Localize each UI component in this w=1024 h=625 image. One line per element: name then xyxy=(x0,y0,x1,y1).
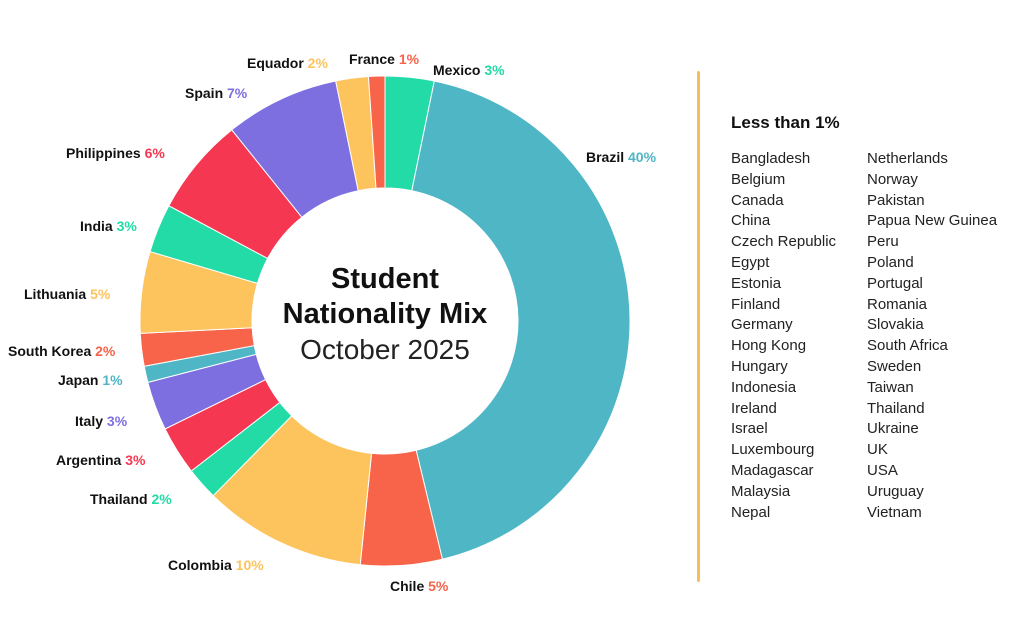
legend-column-2: Netherlands Norway Pakistan Papua New Guine… xyxy=(867,149,997,523)
legend-item-vietnam: Vietnam xyxy=(867,503,922,521)
slice-label-italy: Italy 3% xyxy=(75,413,128,429)
legend-item-uk: UK xyxy=(867,441,888,459)
slice-label-spain: Spain 7% xyxy=(185,85,248,101)
chart-title-line-2: Nationality Mix xyxy=(282,298,488,330)
legend-item-thailand: Thailand xyxy=(867,399,925,417)
legend-item-south-africa: South Africa xyxy=(867,337,948,355)
legend-item-sweden: Sweden xyxy=(867,357,922,375)
legend-item-peru: Peru xyxy=(867,233,899,251)
legend-item-poland: Poland xyxy=(867,253,914,271)
legend-column-1: Bangladesh Belgium Canada China Czech Republ… xyxy=(731,149,836,523)
slice-brazil xyxy=(411,80,631,560)
slice-label-india: India 3% xyxy=(80,218,137,234)
legend-item-luxembourg: Luxembourg xyxy=(731,441,815,459)
legend-item-china: China xyxy=(731,212,771,230)
slice-label-lithuania: Lithuania 5% xyxy=(24,286,111,302)
legend-item-indonesia: Indonesia xyxy=(731,378,797,396)
chart-title-line-1: Student xyxy=(331,263,439,295)
legend-item-usa: USA xyxy=(867,461,898,479)
legend-item-belgium: Belgium xyxy=(731,170,786,188)
slice-label-japan: Japan 1% xyxy=(58,372,123,388)
legend-item-madagascar: Madagascar xyxy=(731,461,814,479)
legend-item-hungary: Hungary xyxy=(731,357,788,375)
legend-item-malaysia: Malaysia xyxy=(731,482,791,500)
legend-item-romania: Romania xyxy=(867,295,928,313)
legend-item-estonia: Estonia xyxy=(731,274,782,292)
slice-label-south-korea: South Korea 2% xyxy=(8,343,116,359)
legend-item-portugal: Portugal xyxy=(867,274,923,292)
legend-item-taiwan: Taiwan xyxy=(867,378,914,396)
legend-item-ukraine: Ukraine xyxy=(867,420,919,438)
slice-label-equador: Equador 2% xyxy=(247,55,328,71)
legend-item-uruguay: Uruguay xyxy=(867,482,924,500)
donut-chart: Mexico 3% Brazil 40% Chile 5% Colombia 10% T… xyxy=(8,51,657,594)
legend-item-hong-kong: Hong Kong xyxy=(731,337,807,355)
legend-item-bangladesh: Bangladesh xyxy=(731,150,811,167)
legend-item-pakistan: Pakistan xyxy=(867,191,925,209)
legend-item-finland: Finland xyxy=(731,295,781,313)
chart-center-title: Student Nationality Mix October 2025 xyxy=(235,262,535,367)
slice-label-france: France 1% xyxy=(349,51,420,67)
legend-item-germany: Germany xyxy=(731,316,793,334)
legend-item-ireland: Ireland xyxy=(731,399,777,417)
slice-label-colombia: Colombia 10% xyxy=(168,557,264,573)
slice-label-philippines: Philippines 6% xyxy=(66,145,165,161)
slice-label-thailand: Thailand 2% xyxy=(90,491,172,507)
slice-labels: Mexico 3% Brazil 40% Chile 5% Colombia 10% T… xyxy=(8,51,657,594)
legend-item-egypt: Egypt xyxy=(731,253,770,271)
donut-slices xyxy=(139,75,631,567)
legend-item-norway: Norway xyxy=(867,170,918,188)
legend-item-nepal: Nepal xyxy=(731,503,771,521)
slice-label-mexico: Mexico 3% xyxy=(433,62,505,78)
legend-item-netherlands: Netherlands xyxy=(867,150,948,167)
legend-item-slovakia: Slovakia xyxy=(867,316,924,334)
legend-title: Less than 1% xyxy=(731,113,840,132)
slice-label-argentina: Argentina 3% xyxy=(56,452,146,468)
legend-item-papua-new-guinea: Papua New Guinea xyxy=(867,212,998,230)
legend-item-czech-republic: Czech Republic xyxy=(731,233,837,251)
legend-item-israel: Israel xyxy=(731,420,768,438)
legend-item-canada: Canada xyxy=(731,191,784,209)
slice-france xyxy=(367,75,386,189)
legend-divider xyxy=(697,71,700,582)
slice-label-chile: Chile 5% xyxy=(390,578,449,594)
chart-subtitle: October 2025 xyxy=(300,334,470,365)
slice-label-brazil: Brazil 40% xyxy=(586,149,657,165)
